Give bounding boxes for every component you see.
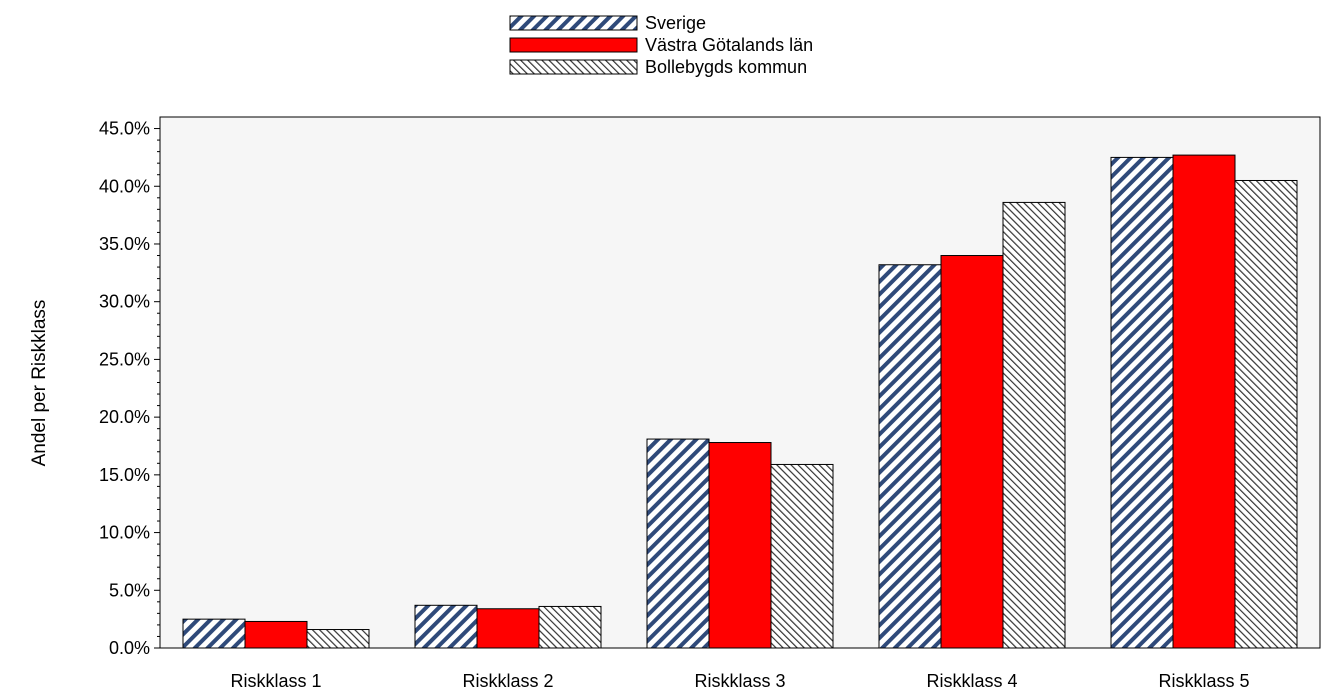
y-tick-label: 25.0% [99, 349, 150, 369]
x-tick-label: Riskklass 5 [1158, 671, 1249, 691]
y-tick-label: 40.0% [99, 176, 150, 196]
bar-3-2 [1002, 201, 1066, 649]
bar-1-0 [414, 604, 478, 649]
bar-0-1 [244, 620, 308, 649]
y-axis: 0.0% 5.0% 10.0% 15.0% 20.0% 25.0% 30.0% 35.0% 40… [99, 119, 160, 658]
bar-4-1 [1172, 154, 1236, 649]
y-tick-label: 10.0% [99, 523, 150, 543]
bar-4-2 [1234, 179, 1298, 649]
x-tick-label: Riskklass 1 [230, 671, 321, 691]
x-tick-label: Riskklass 3 [694, 671, 785, 691]
legend-swatch-1 [509, 37, 638, 53]
bars [182, 154, 1298, 649]
bar-0-2 [306, 629, 370, 649]
bar-0-0 [182, 618, 246, 649]
x-tick-label: Riskklass 4 [926, 671, 1017, 691]
y-tick-label: 20.0% [99, 407, 150, 427]
bar-2-1 [708, 442, 772, 649]
bar-1-1 [476, 608, 540, 649]
bar-3-1 [940, 255, 1004, 649]
y-tick-label: 5.0% [109, 580, 150, 600]
legend-label-1: Västra Götalands län [645, 35, 813, 55]
y-axis-title: Andel per Riskklass [29, 300, 50, 467]
y-tick-label: 45.0% [99, 119, 150, 139]
y-tick-label: 35.0% [99, 234, 150, 254]
legend-swatch-0 [509, 15, 638, 31]
bar-4-0 [1110, 156, 1174, 649]
y-tick-label: 0.0% [109, 638, 150, 658]
y-tick-label: 15.0% [99, 465, 150, 485]
bar-2-0 [646, 438, 710, 649]
bar-3-0 [878, 264, 942, 649]
legend-label-2: Bollebygds kommun [645, 57, 807, 77]
bar-1-2 [538, 605, 602, 649]
legend-swatch-2 [509, 59, 638, 75]
bar-2-2 [770, 463, 834, 649]
y-tick-label: 30.0% [99, 292, 150, 312]
legend-label-0: Sverige [645, 13, 706, 33]
x-tick-label: Riskklass 2 [462, 671, 553, 691]
x-axis: Riskklass 1 Riskklass 2 Riskklass 3 Riskkla… [230, 671, 1249, 691]
